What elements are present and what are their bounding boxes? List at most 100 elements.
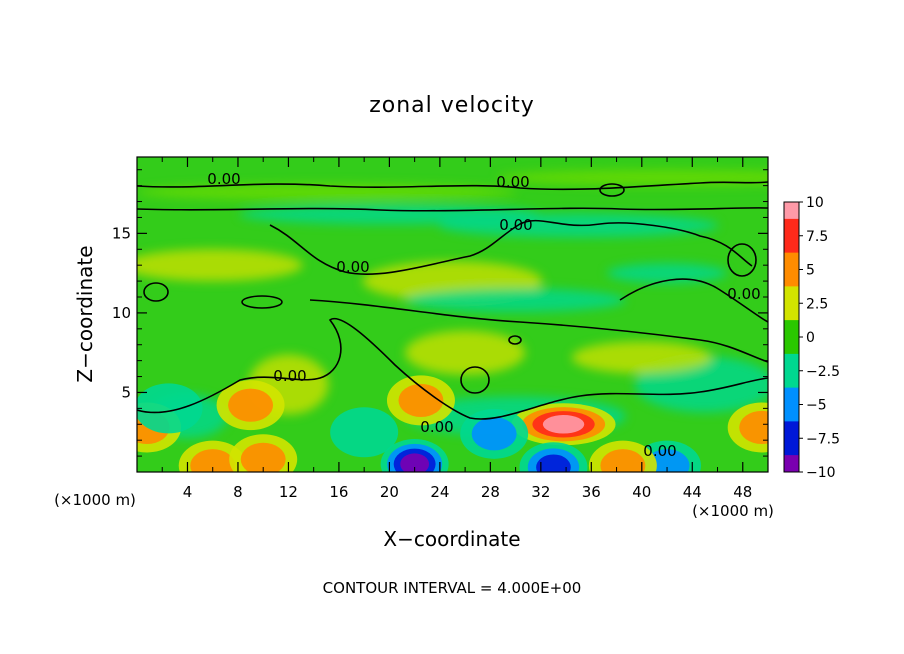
contour-label: 0.00 bbox=[273, 367, 306, 385]
y-tick-label: 5 bbox=[121, 383, 131, 401]
x-unit-left: (×1000 m) bbox=[54, 491, 136, 509]
feature-ring bbox=[400, 453, 430, 472]
field-blob-11 bbox=[571, 341, 712, 374]
x-tick-label: 24 bbox=[430, 483, 449, 501]
colorbar-band bbox=[784, 235, 799, 254]
feature-ring bbox=[398, 383, 444, 417]
x-axis-label: X−coordinate bbox=[383, 527, 520, 551]
feature-ring bbox=[240, 442, 286, 472]
feature-ring bbox=[228, 388, 274, 422]
zero-contour-loop-d bbox=[241, 295, 283, 309]
x-tick-label: 28 bbox=[481, 483, 500, 501]
feature-negative-core-20-24 bbox=[380, 439, 449, 472]
x-tick-label: 40 bbox=[632, 483, 651, 501]
colorbar-band bbox=[784, 252, 799, 270]
feature-ring bbox=[137, 383, 203, 434]
contour-interval-footer: CONTOUR INTERVAL = 4.000E+00 bbox=[323, 579, 582, 597]
colorbar-tick-label: 7.5 bbox=[806, 229, 828, 245]
colorbar-tick-label: −7.5 bbox=[806, 431, 840, 447]
contour-label: 0.00 bbox=[336, 258, 369, 276]
x-tick-label: 16 bbox=[329, 483, 348, 501]
x-tick-label: 48 bbox=[733, 483, 752, 501]
zero-contour-loop-b bbox=[460, 366, 490, 394]
field-blob-10 bbox=[405, 330, 526, 375]
contour-label: 0.00 bbox=[496, 173, 529, 191]
colorbar-band bbox=[784, 286, 799, 304]
colorbar-tick-label: 0 bbox=[806, 330, 815, 346]
y-axis-label: Z−coordinate bbox=[73, 245, 97, 382]
contour-label: 0.00 bbox=[499, 216, 532, 234]
colorbar-tick-label: −5 bbox=[806, 398, 827, 414]
zero-contour-upper bbox=[137, 207, 768, 212]
feature-negative-near-2 bbox=[137, 383, 203, 434]
colorbar-tick-label: 2.5 bbox=[806, 296, 828, 312]
x-axis: 4 8 12 16 20 24 28 32 36 40 44 48 bbox=[161, 157, 752, 501]
field-blob-4 bbox=[405, 288, 626, 313]
feature-positive-near-6 bbox=[178, 440, 247, 472]
colorbar-band bbox=[784, 202, 799, 220]
chart-title: zonal velocity bbox=[369, 93, 535, 118]
plot-frame bbox=[136, 156, 769, 473]
feature-positive-near-38 bbox=[588, 440, 657, 472]
feature-positive-near-9 bbox=[216, 380, 285, 431]
field-blob-13 bbox=[497, 169, 768, 186]
field-blob-12 bbox=[137, 184, 517, 200]
y-tick-label: 15 bbox=[112, 224, 131, 242]
zero-contour-loop-c bbox=[727, 243, 757, 277]
x-tick-label: 20 bbox=[380, 483, 399, 501]
field-blob-0 bbox=[137, 249, 303, 282]
zero-contour-band bbox=[309, 299, 768, 363]
feature-positive-right-edge bbox=[727, 402, 768, 453]
feature-ring bbox=[739, 410, 768, 444]
feature-ring bbox=[600, 449, 646, 472]
plot-area: 0.00 0.00 0.00 0.00 0.00 0.00 0.00 0.00 bbox=[137, 157, 768, 472]
field-blob-5 bbox=[607, 263, 728, 284]
zero-contour-right bbox=[619, 278, 768, 323]
colorbar-tick-label: 10 bbox=[806, 195, 824, 211]
feature-positive-near-22 bbox=[386, 375, 455, 426]
zero-contour-mid bbox=[269, 219, 753, 275]
colorbar-band bbox=[784, 320, 799, 338]
x-tick-label: 32 bbox=[531, 483, 550, 501]
colorbar-band bbox=[784, 404, 799, 422]
x-tick-label: 36 bbox=[582, 483, 601, 501]
colorbar: 10 7.5 5 2.5 0 −2.5 −5 −7.5 −10 bbox=[783, 195, 840, 481]
colorbar-tick-label: −10 bbox=[806, 465, 836, 481]
feature-negative-near-18 bbox=[330, 407, 399, 458]
contour-label: 0.00 bbox=[727, 285, 760, 303]
feature-ring bbox=[471, 417, 517, 451]
y-tick-label: 10 bbox=[112, 304, 131, 322]
colorbar-band bbox=[784, 387, 799, 405]
colorbar-band bbox=[784, 218, 799, 237]
contour-label: 0.00 bbox=[420, 418, 453, 436]
feature-positive-near-10 bbox=[229, 434, 298, 472]
colorbar-band bbox=[784, 337, 799, 355]
colorbar-band bbox=[784, 421, 799, 439]
feature-ring bbox=[536, 454, 571, 472]
velocity-cores bbox=[137, 375, 768, 472]
contour-label: 0.00 bbox=[207, 170, 240, 188]
colorbar-tick-label: 5 bbox=[806, 263, 815, 279]
zero-contour-top bbox=[137, 181, 768, 191]
feature-positive-core-32-36 bbox=[511, 403, 616, 446]
x-tick-label: 4 bbox=[183, 483, 193, 501]
feature-ring bbox=[190, 449, 236, 472]
colorbar-band bbox=[784, 269, 799, 287]
colorbar-band bbox=[784, 370, 799, 389]
contour-label: 0.00 bbox=[643, 442, 676, 460]
colorbar-band bbox=[784, 353, 799, 372]
colorbar-band bbox=[784, 455, 799, 473]
feature-ring bbox=[542, 415, 585, 434]
colorbar-band bbox=[784, 303, 799, 321]
y-axis: 5 10 15 bbox=[112, 169, 768, 457]
zero-contours bbox=[137, 181, 768, 420]
zero-contour-lower bbox=[137, 317, 768, 420]
zero-contour-loop-e bbox=[508, 335, 522, 345]
colorbar-band bbox=[784, 438, 799, 456]
feature-ring bbox=[330, 407, 399, 458]
feature-negative-core-32 bbox=[519, 442, 588, 472]
zero-contour-loop-a bbox=[143, 282, 169, 302]
x-unit-right: (×1000 m) bbox=[692, 502, 774, 520]
zero-contour-loop-f bbox=[599, 183, 625, 197]
